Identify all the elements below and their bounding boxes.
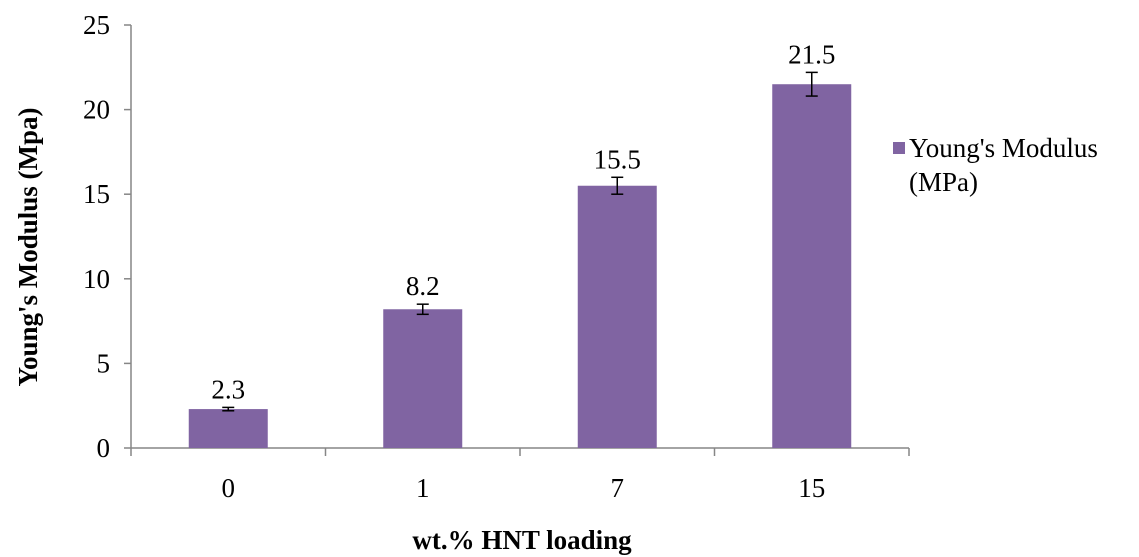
y-tick-label: 20: [83, 95, 110, 125]
data-label: 8.2: [406, 271, 440, 301]
data-labels: 2.3 8.2 15.5 21.5: [211, 39, 835, 404]
y-tick-label: 25: [83, 10, 110, 40]
bars: [188, 71, 852, 449]
legend: Young's Modulus (MPa): [893, 133, 1098, 197]
y-tick-label: 0: [97, 433, 111, 463]
legend-label: (MPa): [909, 167, 978, 197]
x-tick-label: 15: [798, 473, 825, 503]
data-label: 2.3: [211, 374, 245, 404]
y-tick-label: 15: [83, 179, 110, 209]
x-tick-label: 0: [222, 473, 236, 503]
y-tick-label: 5: [97, 348, 111, 378]
data-label: 21.5: [788, 39, 835, 69]
legend-label: Young's Modulus: [909, 133, 1098, 163]
data-label: 15.5: [594, 144, 641, 174]
y-tick-label: 10: [83, 264, 110, 294]
y-axis-title: Young's Modulus (Mpa): [13, 107, 43, 386]
x-tick-label: 1: [416, 473, 430, 503]
bar: [772, 84, 852, 448]
x-axis-title: wt.% HNT loading: [412, 525, 632, 555]
x-tick-label: 7: [611, 473, 625, 503]
x-axis: 0 1 7 15: [130, 447, 910, 503]
y-axis: 0 5 10 15 20 25: [83, 10, 132, 463]
bar: [188, 409, 268, 448]
bar: [577, 185, 657, 449]
bar: [383, 309, 463, 448]
legend-swatch: [893, 142, 905, 154]
